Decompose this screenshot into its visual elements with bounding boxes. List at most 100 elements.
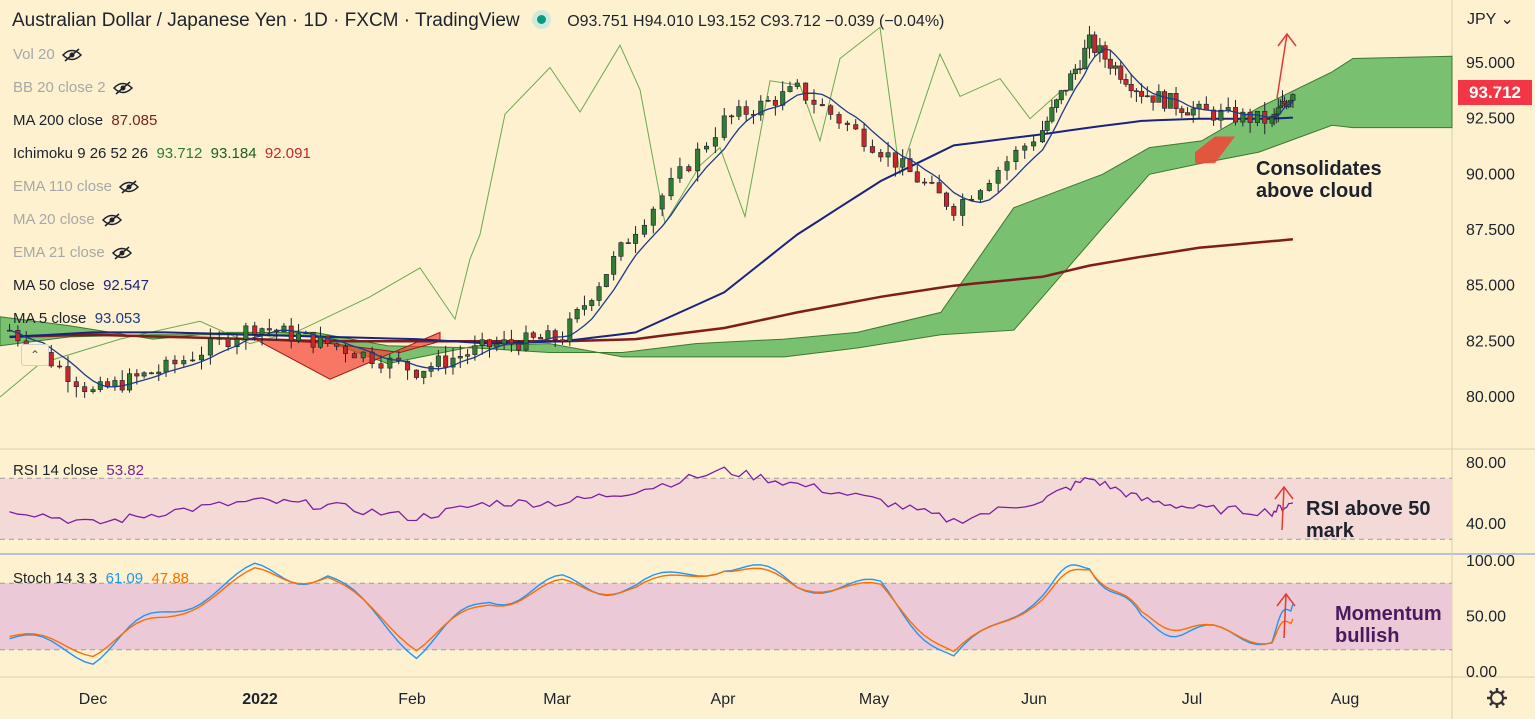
legend-ma5-label: MA 5 close [13, 310, 87, 327]
gear-ring [1490, 691, 1504, 705]
candle-body [869, 146, 875, 153]
candle-body [443, 355, 449, 368]
candle-body [736, 106, 742, 117]
candle-body [567, 318, 573, 342]
candle-body [677, 166, 683, 179]
settings-gear-icon[interactable] [1487, 688, 1507, 708]
market-status-icon [536, 15, 546, 25]
candle-body [853, 124, 859, 130]
candle-body [472, 345, 478, 355]
candle-body [486, 339, 492, 348]
legend-ema21[interactable]: EMA 21 close [13, 244, 133, 261]
candle-body [1144, 95, 1150, 98]
candle-body [560, 339, 566, 342]
candle-body [516, 343, 522, 351]
candle-body [861, 128, 867, 147]
annotation-arrow-icon [1276, 33, 1288, 99]
candle-body [1167, 93, 1173, 109]
symbol-title[interactable]: Australian Dollar / Japanese Yen · 1D · … [12, 10, 520, 31]
candle-body [611, 256, 617, 275]
candle-body [387, 357, 393, 369]
hidden-eye-icon[interactable] [61, 48, 83, 62]
candle-body [1092, 34, 1098, 53]
legend-stoch[interactable]: Stoch 14 3 3 61.09 47.88 [13, 570, 189, 587]
candle-body [772, 99, 778, 106]
candle-body [90, 389, 96, 393]
legend-rsi[interactable]: RSI 14 close 53.82 [13, 462, 144, 479]
legend-ma200[interactable]: MA 200 close 87.085 [13, 112, 157, 129]
candle-body [641, 224, 647, 235]
hidden-eye-icon[interactable] [101, 213, 123, 227]
candle-body [1054, 99, 1060, 108]
hidden-eye-icon[interactable] [112, 81, 134, 95]
legend-ma50-value: 92.547 [103, 277, 149, 294]
time-tick-label: 2022 [242, 691, 278, 708]
candle-body [156, 371, 162, 375]
legend-ichimoku[interactable]: Ichimoku 9 26 52 26 93.712 93.184 92.091 [13, 145, 311, 162]
annotation-cloud-line-1: Consolidates [1256, 158, 1382, 180]
time-tick-label: May [859, 691, 889, 708]
candle-body [343, 346, 349, 354]
candle-body [633, 233, 639, 244]
candle-body [48, 352, 54, 367]
candle-body [234, 338, 240, 348]
candle-body [1102, 45, 1108, 60]
candle-body [259, 328, 265, 335]
candle-body [378, 363, 384, 369]
legend-ema110[interactable]: EMA 110 close [13, 178, 140, 195]
legend-ma200-value: 87.085 [111, 112, 158, 129]
candle-body [914, 171, 920, 183]
candle-body [501, 339, 507, 345]
candle-body [1190, 108, 1196, 116]
stoch-tick-label: 100.00 [1466, 553, 1515, 570]
candle-body [668, 178, 674, 197]
candle-body [986, 182, 992, 191]
candle-body [190, 359, 196, 362]
candle-body [1173, 93, 1179, 110]
candle-body [819, 104, 825, 107]
candle-body [181, 360, 187, 365]
chart-header: Australian Dollar / Japanese Yen · 1D · … [12, 10, 944, 32]
legend-ma20-label: MA 20 close [13, 211, 95, 228]
candle-body [729, 115, 735, 118]
candle-body [538, 337, 544, 340]
candle-body [552, 330, 558, 340]
candle-body [112, 380, 118, 388]
collapse-legend-button[interactable]: ⌃ [21, 344, 49, 366]
candle-body [288, 325, 294, 341]
price-tick-label: 82.500 [1466, 333, 1515, 350]
candle-body [1185, 112, 1191, 116]
hidden-eye-icon[interactable] [118, 180, 140, 194]
candle-body [1240, 111, 1246, 123]
candle-body [1282, 100, 1288, 105]
candle-body [1031, 141, 1037, 147]
candle-body [977, 190, 983, 200]
legend-ma50[interactable]: MA 50 close 92.547 [13, 277, 149, 294]
legend-ma20[interactable]: MA 20 close [13, 211, 123, 228]
annotation-cloud: Consolidates above cloud [1256, 158, 1382, 202]
candle-body [457, 356, 463, 359]
candle-body [995, 169, 1001, 184]
time-tick-label: Apr [711, 691, 737, 708]
candle-body [951, 206, 957, 216]
time-tick-label: Jul [1182, 691, 1202, 708]
candle-body [127, 373, 133, 391]
candle-body [844, 122, 850, 125]
candle-body [73, 381, 79, 387]
candle-body [421, 370, 427, 378]
legend-ma5[interactable]: MA 5 close 93.053 [13, 310, 141, 327]
legend-bb[interactable]: BB 20 close 2 [13, 79, 134, 96]
gear-tooth [1500, 690, 1505, 695]
ichimoku-cloud [0, 55, 1453, 365]
candle-body [885, 152, 891, 158]
candle-body [310, 332, 316, 348]
candle-body [721, 115, 727, 138]
legend-vol[interactable]: Vol 20 [13, 46, 83, 63]
rsi-band [0, 478, 1452, 540]
gear-tooth [1489, 701, 1494, 706]
hidden-eye-icon[interactable] [111, 246, 133, 260]
annotation-arrow-icon [1283, 593, 1287, 639]
candle-body [325, 335, 331, 344]
currency-selector[interactable]: JPY ⌄ [1467, 11, 1514, 28]
